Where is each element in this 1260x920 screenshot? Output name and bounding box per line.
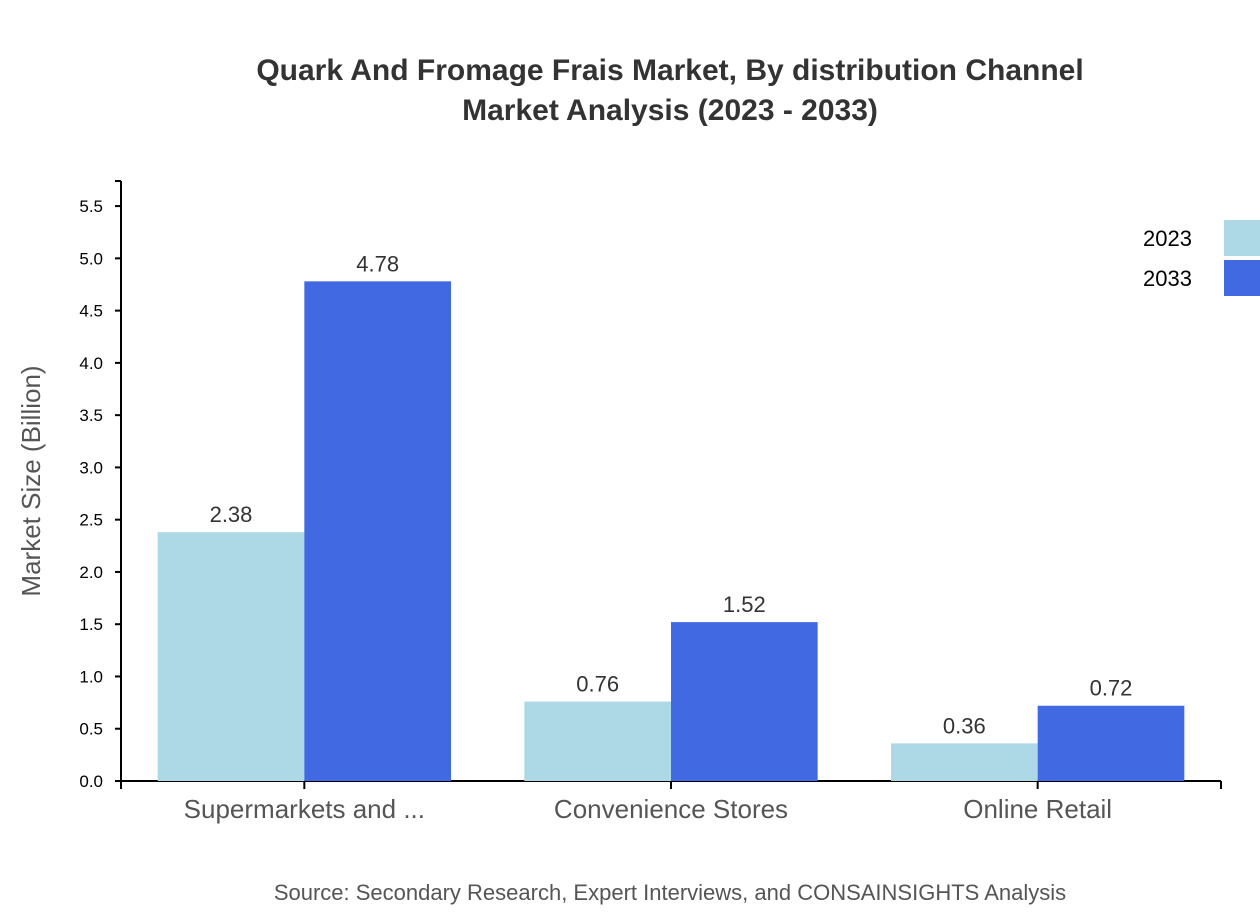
x-tick-label: Online Retail <box>963 794 1112 824</box>
chart-title-line-1: Quark And Fromage Frais Market, By distr… <box>256 54 1083 87</box>
bar-2023-3 <box>891 743 1038 781</box>
bar-2033-2 <box>671 622 818 781</box>
y-tick-label: 0.5 <box>79 720 103 739</box>
y-tick-label: 5.0 <box>79 249 103 268</box>
y-tick-label: 3.5 <box>79 406 103 425</box>
bar-2033-1 <box>304 281 451 781</box>
legend-swatch-2033 <box>1224 260 1260 296</box>
y-axis-label: Market Size (Billion) <box>16 365 46 596</box>
chart-title-line-2: Market Analysis (2023 - 2033) <box>462 94 878 127</box>
data-label: 4.78 <box>356 251 399 276</box>
data-label: 2.38 <box>210 502 253 527</box>
bar-2033-3 <box>1037 705 1185 781</box>
bar-2023-1 <box>157 532 305 781</box>
data-label: 0.76 <box>576 672 619 697</box>
x-tick-label: Convenience Stores <box>554 794 788 824</box>
y-tick-label: 0.0 <box>79 772 103 791</box>
legend-label: 2033 <box>1143 266 1192 291</box>
legend-swatch-2023 <box>1224 220 1260 256</box>
legend-label: 2023 <box>1143 226 1192 251</box>
x-tick-label: Supermarkets and ... <box>184 794 425 824</box>
y-tick-label: 1.5 <box>79 615 103 634</box>
y-tick-label: 4.0 <box>79 354 103 373</box>
data-label: 0.36 <box>943 713 986 738</box>
y-tick-label: 3.0 <box>79 458 103 477</box>
y-tick-label: 5.5 <box>79 197 103 216</box>
bar-2023-2 <box>524 701 671 781</box>
source-note: Source: Secondary Research, Expert Inter… <box>274 880 1066 905</box>
data-label: 0.72 <box>1090 676 1133 701</box>
data-label: 1.52 <box>723 592 766 617</box>
y-tick-label: 2.5 <box>79 511 103 530</box>
y-tick-label: 2.0 <box>79 563 103 582</box>
y-tick-label: 4.5 <box>79 302 103 321</box>
y-tick-label: 1.0 <box>79 667 103 686</box>
